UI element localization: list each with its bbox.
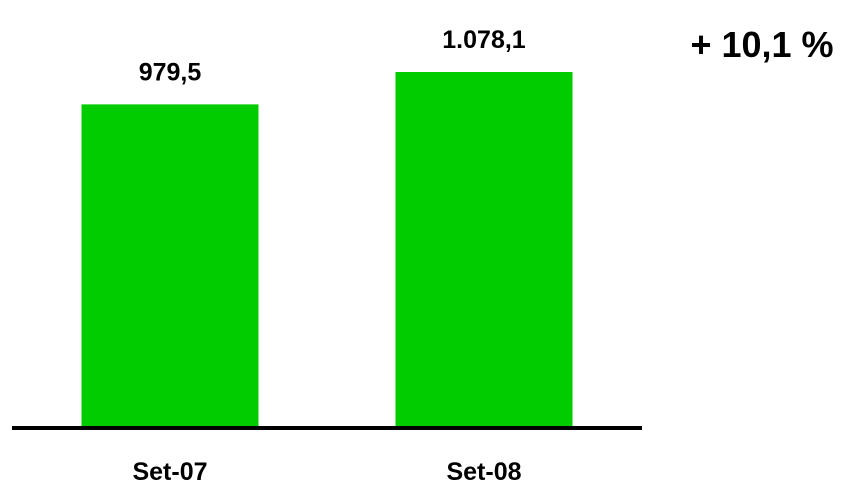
bar-set-08 (395, 72, 573, 426)
growth-annotation: + 10,1 % (690, 24, 833, 65)
labels-group: 979,5 Set-07 1.078,1 Set-08 (132, 26, 525, 486)
category-label-set-07: Set-07 (132, 458, 207, 486)
value-label-set-07: 979,5 (139, 58, 202, 86)
value-label-set-08: 1.078,1 (442, 26, 526, 54)
bars-group (81, 72, 573, 426)
bar-set-07 (81, 104, 259, 426)
category-label-set-08: Set-08 (446, 458, 521, 486)
